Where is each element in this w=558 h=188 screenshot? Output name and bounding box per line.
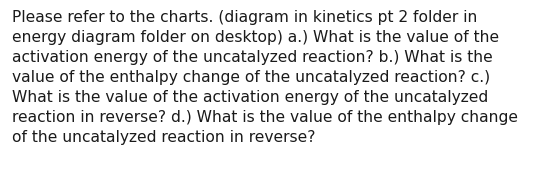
Text: Please refer to the charts. (diagram in kinetics pt 2 folder in
energy diagram f: Please refer to the charts. (diagram in …	[12, 10, 518, 145]
